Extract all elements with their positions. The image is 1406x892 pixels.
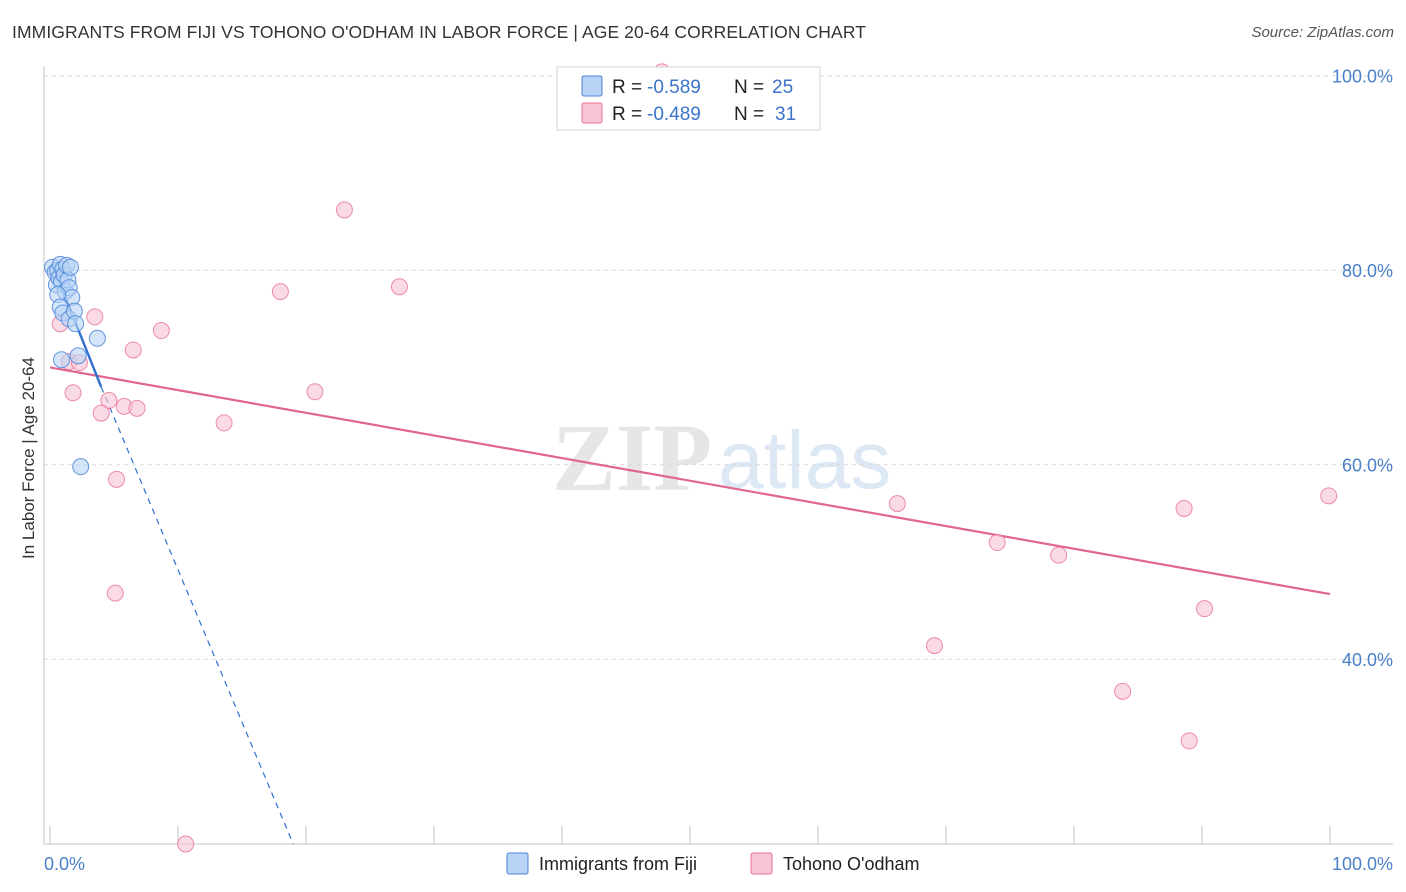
y-tick-label: 100.0% [1332, 67, 1393, 87]
y-tick-label: 80.0% [1342, 261, 1393, 281]
series-legend-label-fiji: Immigrants from Fiji [539, 854, 697, 874]
point-tohono [1320, 487, 1338, 505]
point-tohono [988, 534, 1006, 552]
watermark: ZIP atlas [552, 404, 891, 511]
watermark-zip: ZIP [552, 404, 712, 511]
point-tohono [128, 399, 146, 417]
legend-n-value-tohono: 31 [775, 104, 796, 125]
point-fiji [88, 329, 106, 347]
point-tohono [306, 383, 324, 401]
point-tohono [86, 308, 104, 326]
legend-r-label-tohono: R = [612, 104, 642, 125]
y-tick-label: 60.0% [1342, 456, 1393, 476]
trend-line-tohono [49, 366, 1331, 596]
point-fiji [61, 258, 79, 276]
point-tohono [888, 495, 906, 513]
series-legend-swatch-fiji [506, 852, 529, 875]
point-tohono [92, 404, 110, 422]
point-fiji [67, 315, 85, 333]
series-legend-swatch-tohono [750, 852, 773, 875]
point-fiji [53, 351, 71, 369]
x-tick-label-min: 0.0% [44, 854, 85, 874]
trend-line-fiji-extended [100, 386, 294, 845]
point-tohono [177, 835, 195, 853]
legend-n-label-tohono: N = [734, 104, 764, 125]
data-points [44, 63, 1338, 853]
point-tohono [1050, 546, 1068, 564]
grid-layer [44, 75, 1393, 660]
point-tohono [390, 278, 408, 296]
y-axis-title: In Labor Force | Age 20-64 [19, 357, 38, 559]
point-tohono [124, 341, 142, 359]
point-fiji [69, 347, 87, 365]
point-tohono [108, 470, 126, 488]
point-tohono [100, 392, 118, 410]
series-legend-label-tohono: Tohono O'odham [783, 854, 920, 874]
point-tohono [1196, 600, 1214, 618]
point-tohono [1114, 682, 1132, 700]
y-tick-labels: 100.0% 80.0% 60.0% 40.0% [1332, 67, 1393, 670]
point-tohono [1180, 732, 1198, 750]
point-tohono [106, 584, 124, 602]
x-ticks [49, 826, 1331, 844]
chart-title: IMMIGRANTS FROM FIJI VS TOHONO O'ODHAM I… [12, 22, 867, 42]
legend-r-label-fiji: R = [612, 77, 642, 98]
trend-lines [49, 264, 1331, 845]
legend-n-label-fiji: N = [734, 77, 764, 98]
legend-r-value-fiji: -0.589 [647, 77, 701, 98]
point-tohono [925, 637, 943, 655]
legend-swatch-tohono [581, 102, 603, 124]
point-tohono [335, 201, 353, 219]
series-legend: Immigrants from Fiji Tohono O'odham [506, 852, 920, 875]
point-tohono [215, 414, 233, 432]
point-tohono [152, 322, 170, 340]
legend-swatch-fiji [581, 75, 603, 97]
point-tohono [1175, 499, 1193, 517]
point-tohono [271, 283, 289, 301]
point-tohono [64, 384, 82, 402]
chart-source: Source: ZipAtlas.com [1251, 24, 1394, 41]
y-tick-label: 40.0% [1342, 650, 1393, 670]
legend-r-value-tohono: -0.489 [647, 104, 701, 125]
stats-legend: R = -0.589 N = 25 R = -0.489 N = 31 [556, 66, 821, 131]
x-tick-label-max: 100.0% [1332, 854, 1393, 874]
point-fiji [72, 458, 90, 476]
watermark-atlas: atlas [718, 415, 891, 506]
legend-n-value-fiji: 25 [772, 77, 793, 98]
